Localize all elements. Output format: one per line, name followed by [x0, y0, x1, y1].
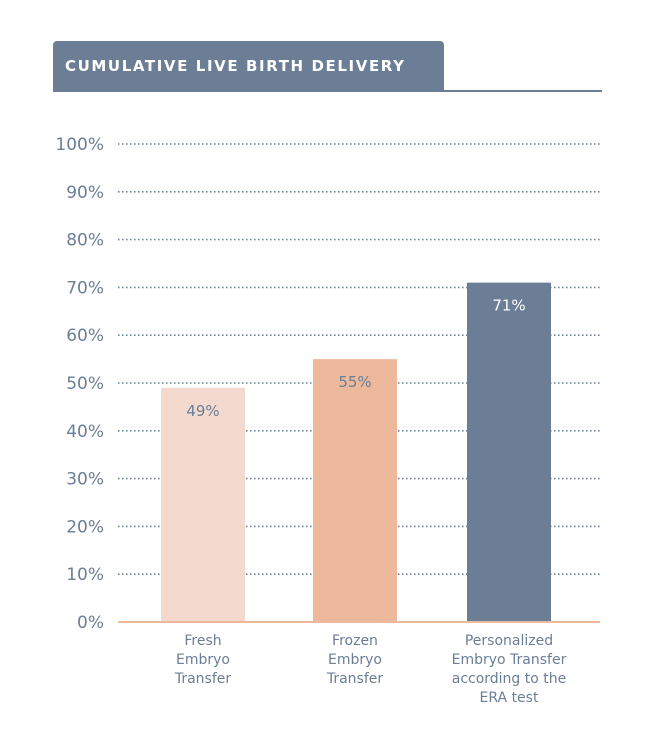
chart-title: CUMULATIVE LIVE BIRTH DELIVERY	[65, 57, 406, 75]
bar	[161, 387, 245, 622]
y-tick-label: 100%	[55, 135, 104, 155]
x-tick-label: Frozen	[332, 633, 378, 649]
y-tick-label: 50%	[66, 374, 104, 394]
title-underline	[444, 90, 602, 92]
x-tick-label: Fresh	[184, 633, 221, 649]
data-label: 71%	[492, 297, 525, 315]
y-tick-label: 40%	[66, 422, 104, 442]
x-tick-label: according to the	[452, 671, 567, 687]
y-tick-label: 60%	[66, 326, 104, 346]
y-tick-label: 70%	[66, 278, 104, 298]
x-tick-label: Embryo	[176, 652, 230, 668]
chart-title-tab: CUMULATIVE LIVE BIRTH DELIVERY	[53, 41, 444, 92]
y-tick-label: 90%	[66, 183, 104, 203]
x-tick-label: Transfer	[326, 671, 384, 687]
y-tick-label: 20%	[66, 517, 104, 537]
data-label: 49%	[186, 402, 219, 420]
x-tick-label: Personalized	[465, 633, 553, 649]
x-tick-label: Embryo Transfer	[452, 652, 567, 668]
y-tick-label: 30%	[66, 470, 104, 490]
y-tick-label: 0%	[77, 613, 104, 633]
bar	[313, 359, 397, 622]
bar	[467, 282, 551, 622]
x-tick-label: Transfer	[174, 671, 232, 687]
y-tick-label: 10%	[66, 565, 104, 585]
data-label: 55%	[338, 373, 371, 391]
y-tick-label: 80%	[66, 231, 104, 251]
x-tick-label: Embryo	[328, 652, 382, 668]
x-tick-label: ERA test	[480, 690, 539, 706]
